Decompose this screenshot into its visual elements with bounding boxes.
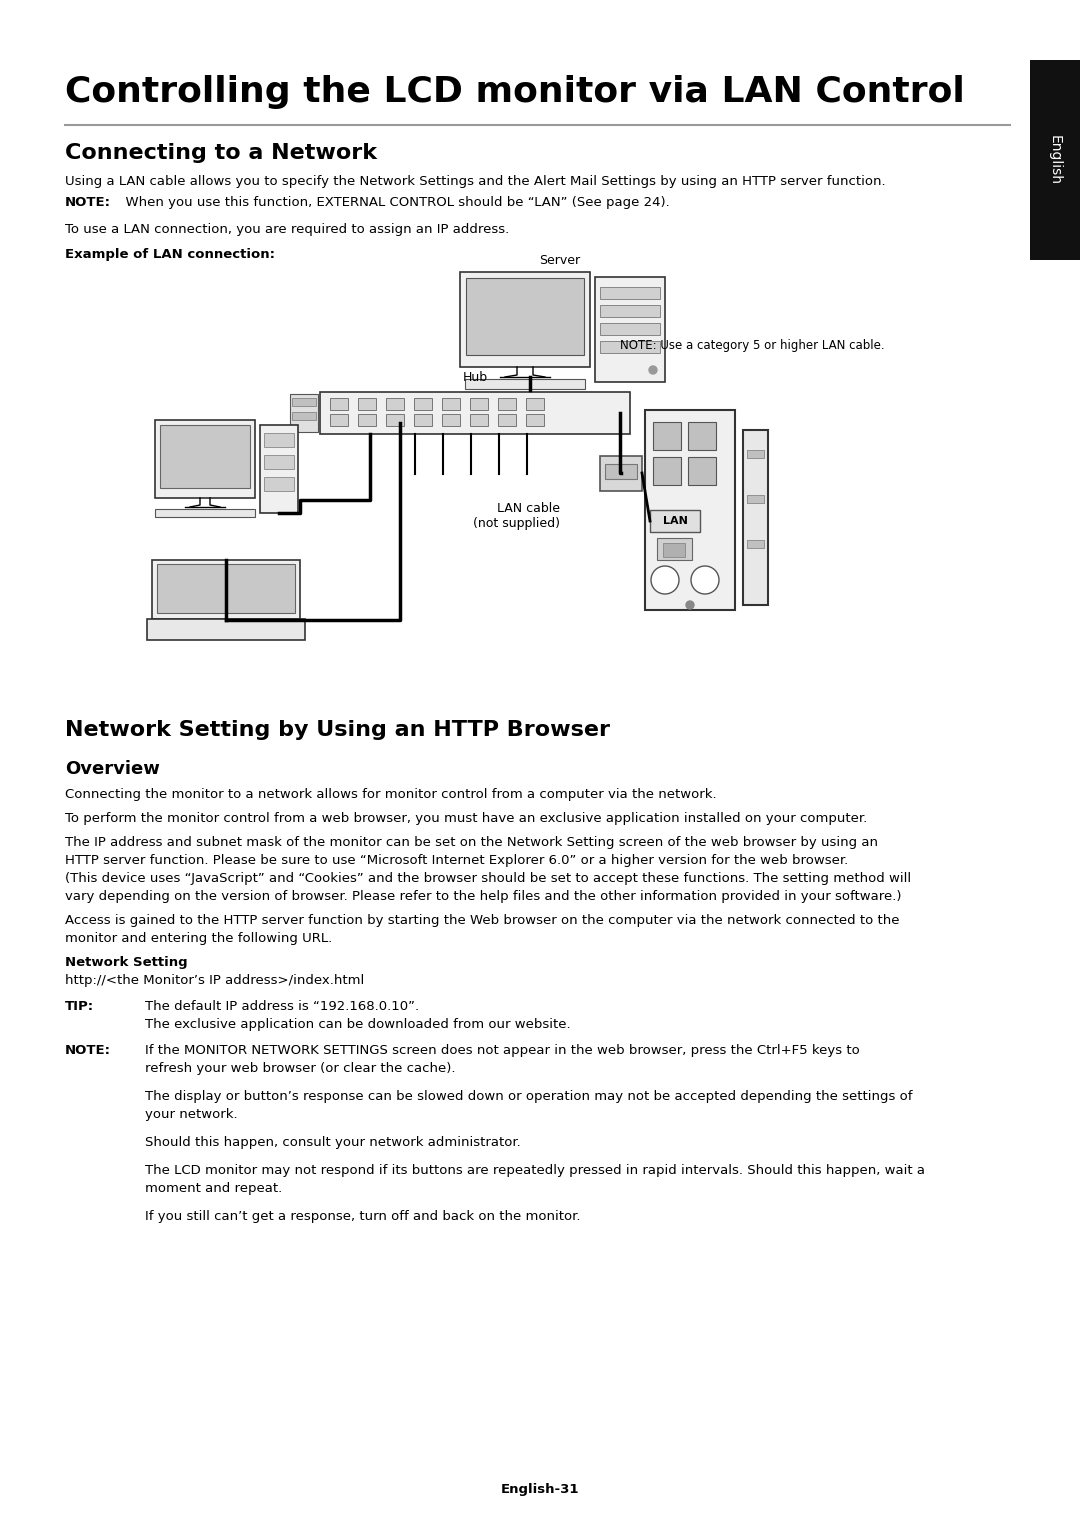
Bar [442,397,460,410]
Bar [526,414,544,426]
Text: When you use this function, EXTERNAL CONTROL should be “LAN” (See page 24).: When you use this function, EXTERNAL CON… [117,196,670,209]
Bar [442,414,460,426]
Bar [465,278,584,354]
Bar [160,425,249,487]
Text: English-31: English-31 [501,1484,579,1496]
Text: Should this happen, consult your network administrator.: Should this happen, consult your network… [145,1135,521,1149]
Bar [747,451,764,458]
Bar [595,277,665,382]
Bar [653,422,681,451]
Text: monitor and entering the following URL.: monitor and entering the following URL. [65,932,333,944]
Text: Example of LAN connection:: Example of LAN connection: [65,248,275,261]
Text: Access is gained to the HTTP server function by starting the Web browser on the : Access is gained to the HTTP server func… [65,914,900,927]
Text: moment and repeat.: moment and repeat. [145,1183,282,1195]
Text: The IP address and subnet mask of the monitor can be set on the Network Setting : The IP address and subnet mask of the mo… [65,836,878,850]
Bar [650,510,700,532]
Bar [330,414,348,426]
Bar [600,455,642,490]
Bar [156,420,255,498]
Bar [292,397,316,406]
Text: Overview: Overview [65,759,160,778]
Bar [498,414,516,426]
Text: NOTE: Use a category 5 or higher LAN cable.: NOTE: Use a category 5 or higher LAN cab… [620,339,885,351]
Bar [663,542,685,558]
Bar [320,393,630,434]
Bar [605,465,637,478]
Bar [470,414,488,426]
Text: vary depending on the version of browser. Please refer to the help files and the: vary depending on the version of browser… [65,889,902,903]
Text: English: English [1048,134,1062,185]
Text: LAN: LAN [662,516,688,526]
Text: The exclusive application can be downloaded from our website.: The exclusive application can be downloa… [145,1018,570,1031]
Bar [688,457,716,484]
Bar [264,455,294,469]
Text: your network.: your network. [145,1108,238,1122]
Text: HTTP server function. Please be sure to use “Microsoft Internet Explorer 6.0” or: HTTP server function. Please be sure to … [65,854,848,866]
Text: To perform the monitor control from a web browser, you must have an exclusive ap: To perform the monitor control from a we… [65,811,867,825]
Text: The display or button’s response can be slowed down or operation may not be acce: The display or button’s response can be … [145,1089,913,1103]
Bar [747,495,764,503]
Circle shape [651,565,679,594]
Bar [600,287,660,299]
Bar [460,272,590,367]
Bar [292,413,316,420]
Text: The LCD monitor may not respond if its buttons are repeatedly pressed in rapid i: The LCD monitor may not respond if its b… [145,1164,924,1177]
Bar [357,397,376,410]
Text: Network Setting by Using an HTTP Browser: Network Setting by Using an HTTP Browser [65,720,610,740]
Text: Hub: Hub [462,371,487,384]
Circle shape [691,565,719,594]
Text: Using a LAN cable allows you to specify the Network Settings and the Alert Mail : Using a LAN cable allows you to specify … [65,176,886,188]
Bar [357,414,376,426]
Bar [260,425,298,513]
Bar [147,619,305,640]
Bar [264,432,294,448]
Bar [688,422,716,451]
Text: Controlling the LCD monitor via LAN Control: Controlling the LCD monitor via LAN Cont… [65,75,964,108]
Text: If the MONITOR NETWORK SETTINGS screen does not appear in the web browser, press: If the MONITOR NETWORK SETTINGS screen d… [145,1044,860,1057]
Text: LAN cable
(not supplied): LAN cable (not supplied) [473,503,561,530]
Circle shape [649,367,657,374]
Text: To use a LAN connection, you are required to assign an IP address.: To use a LAN connection, you are require… [65,223,510,235]
Bar [653,457,681,484]
Bar [291,394,318,432]
Text: TIP:: TIP: [65,999,94,1013]
Bar [600,341,660,353]
Bar [657,538,692,559]
Bar [1030,60,1080,260]
Circle shape [686,601,694,610]
Text: Connecting to a Network: Connecting to a Network [65,144,377,163]
Bar [414,414,432,426]
Text: (This device uses “JavaScript” and “Cookies” and the browser should be set to ac: (This device uses “JavaScript” and “Cook… [65,872,912,885]
Bar [747,539,764,549]
Bar [600,306,660,316]
Text: Connecting the monitor to a network allows for monitor control from a computer v: Connecting the monitor to a network allo… [65,788,717,801]
Bar [645,410,735,610]
Bar [264,477,294,490]
Text: NOTE:: NOTE: [65,1044,111,1057]
Bar [465,379,585,390]
Bar [600,322,660,335]
Bar [498,397,516,410]
Text: http://<the Monitor’s IP address>/index.html: http://<the Monitor’s IP address>/index.… [65,973,364,987]
Bar [743,429,768,605]
Bar [526,397,544,410]
Text: NOTE:: NOTE: [65,196,111,209]
Bar [157,564,295,613]
Bar [386,397,404,410]
Text: refresh your web browser (or clear the cache).: refresh your web browser (or clear the c… [145,1062,456,1076]
Bar [386,414,404,426]
Bar [330,397,348,410]
Text: Network Setting: Network Setting [65,957,188,969]
Bar [156,509,255,516]
Text: The default IP address is “192.168.0.10”.: The default IP address is “192.168.0.10”… [145,999,419,1013]
Bar [152,559,300,619]
Text: If you still can’t get a response, turn off and back on the monitor.: If you still can’t get a response, turn … [145,1210,581,1222]
Bar [414,397,432,410]
Bar [470,397,488,410]
Text: Server: Server [539,254,581,267]
